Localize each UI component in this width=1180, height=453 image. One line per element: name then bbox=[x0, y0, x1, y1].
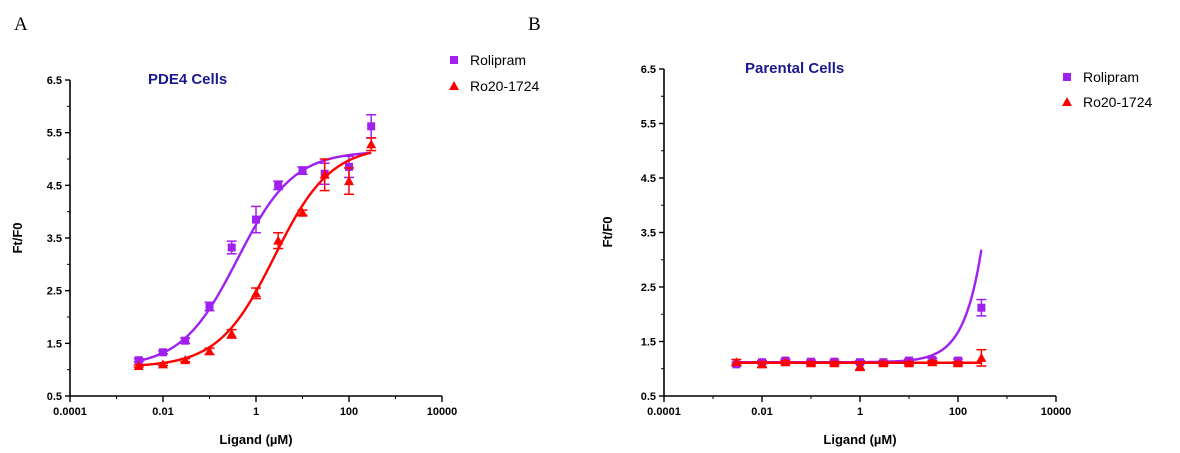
y-axis-title: Ft/F0 bbox=[600, 216, 615, 247]
series-ro20-1724 bbox=[133, 137, 377, 370]
data-point bbox=[205, 302, 214, 311]
data-point bbox=[159, 348, 167, 357]
data-point bbox=[297, 207, 308, 217]
series-ro20-1724 bbox=[731, 348, 987, 372]
data-point bbox=[757, 359, 767, 369]
data-point bbox=[204, 346, 215, 356]
y-tick-label: 5.5 bbox=[641, 119, 656, 131]
data-point bbox=[226, 328, 237, 338]
data-point bbox=[829, 358, 840, 368]
data-point bbox=[181, 336, 190, 345]
data-point bbox=[133, 360, 144, 370]
x-axis-title: Ligand (µM) bbox=[823, 432, 896, 447]
legend-marker bbox=[1063, 73, 1071, 81]
data-point bbox=[273, 235, 284, 245]
legend-label: Rolipram bbox=[470, 52, 526, 68]
y-tick-label: 2.5 bbox=[641, 282, 656, 294]
legend-marker bbox=[450, 56, 458, 64]
y-tick-label: 1.5 bbox=[641, 337, 656, 349]
y-tick-label: 1.5 bbox=[47, 338, 62, 350]
chart-title: PDE4 Cells bbox=[148, 71, 227, 88]
x-tick-label: 1 bbox=[253, 406, 259, 418]
y-tick-label: 4.5 bbox=[47, 180, 62, 192]
data-point bbox=[344, 176, 354, 186]
data-point bbox=[180, 355, 191, 365]
panel-label-a: A bbox=[14, 14, 28, 35]
y-axis-title: Ft/F0 bbox=[10, 222, 25, 253]
x-tick-label: 0.0001 bbox=[53, 406, 87, 418]
data-point bbox=[731, 357, 742, 367]
legend-label: Ro20-1724 bbox=[470, 78, 539, 94]
chart-parental-cells: 0.5 1.5 2.5 3.5 4.5 5.5 6.5 0.0001 0.01 1 100 10000… bbox=[600, 60, 1152, 447]
y-tick-label: 3.5 bbox=[641, 228, 656, 240]
data-point bbox=[953, 358, 963, 368]
legend-label: Ro20-1724 bbox=[1083, 94, 1152, 110]
data-point bbox=[227, 243, 236, 252]
data-point bbox=[298, 166, 307, 175]
data-point bbox=[904, 358, 914, 368]
data-point bbox=[252, 215, 260, 224]
data-point bbox=[855, 361, 865, 371]
x-tick-label: 1 bbox=[857, 406, 863, 418]
x-tick-label: 100 bbox=[340, 406, 358, 418]
legend-marker bbox=[449, 81, 459, 90]
y-tick-label: 3.5 bbox=[47, 233, 62, 245]
data-point bbox=[158, 359, 168, 369]
series-rolipram bbox=[133, 114, 377, 365]
y-tick-label: 6.5 bbox=[47, 75, 62, 87]
data-point bbox=[134, 356, 143, 365]
y-tick-label: 5.5 bbox=[47, 128, 62, 140]
data-point bbox=[251, 288, 261, 298]
data-point bbox=[367, 122, 376, 131]
data-point bbox=[976, 352, 987, 362]
data-point bbox=[345, 162, 353, 171]
fit-curve bbox=[138, 151, 372, 367]
x-tick-label: 100 bbox=[949, 406, 967, 418]
x-tick-label: 0.01 bbox=[751, 406, 772, 418]
y-tick-label: 0.5 bbox=[641, 391, 656, 403]
data-point bbox=[977, 303, 986, 312]
data-point bbox=[274, 181, 283, 190]
y-tick-label: 2.5 bbox=[47, 286, 62, 298]
chart-pde4-cells: 0.5 1.5 2.5 3.5 4.5 5.5 6.5 0.0001 0.01 1 100 10000… bbox=[10, 52, 539, 447]
data-point bbox=[366, 139, 377, 149]
x-tick-label: 0.01 bbox=[152, 406, 173, 418]
x-tick-label: 10000 bbox=[1041, 406, 1072, 418]
x-axis-title: Ligand (µM) bbox=[219, 432, 292, 447]
fit-curve bbox=[736, 249, 983, 364]
x-tick-label: 10000 bbox=[427, 406, 458, 418]
data-point bbox=[780, 357, 791, 367]
data-point bbox=[806, 358, 816, 368]
y-tick-label: 4.5 bbox=[641, 173, 656, 185]
data-point bbox=[878, 358, 889, 368]
fit-curve bbox=[138, 151, 372, 363]
legend-label: Rolipram bbox=[1083, 69, 1139, 85]
data-point bbox=[319, 169, 330, 179]
legend-marker bbox=[1062, 97, 1072, 106]
data-point bbox=[927, 357, 938, 367]
chart-title: Parental Cells bbox=[745, 60, 844, 77]
y-tick-label: 6.5 bbox=[641, 64, 656, 76]
panel-label-b: B bbox=[528, 14, 541, 35]
y-tick-label: 0.5 bbox=[47, 391, 62, 403]
x-tick-label: 0.0001 bbox=[647, 406, 681, 418]
series-rolipram bbox=[731, 249, 987, 369]
